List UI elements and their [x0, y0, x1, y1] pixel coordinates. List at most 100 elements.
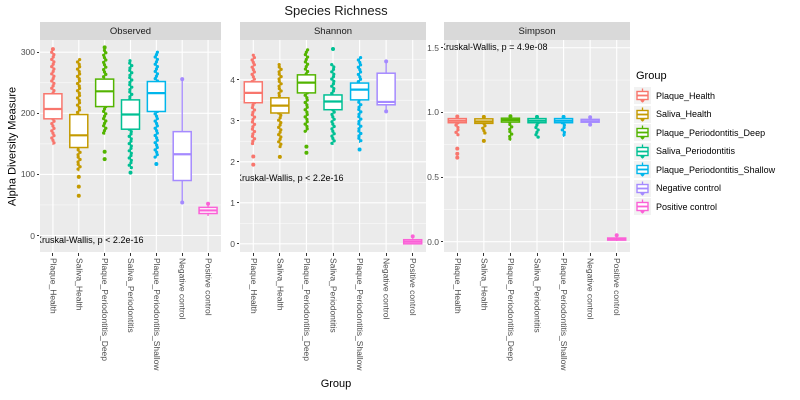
legend-item: Saliva_Health — [634, 105, 800, 123]
legend-title: Group — [636, 70, 667, 82]
kruskal-wallis-annotation: Kruskal-Wallis, p < 2.2e-16 — [40, 235, 144, 245]
y-tick-mark — [236, 202, 239, 204]
boxplot-saliva-periodontitis — [527, 114, 547, 139]
boxplot-negative-control — [580, 115, 600, 127]
x-tick-label: Plaque_Health — [452, 258, 463, 314]
panel-canvas-shannon — [240, 40, 426, 252]
legend-item: Positive control — [634, 198, 800, 215]
x-tick-mark — [181, 253, 183, 256]
x-tick-label: Negative control — [177, 258, 188, 320]
y-tick-mark — [36, 235, 39, 236]
facet-strip-shannon: Shannon — [240, 22, 426, 40]
legend-item-label: Plaque_Periodontitis_Deep — [656, 127, 766, 138]
x-tick-mark — [359, 253, 361, 256]
y-tick-mark — [440, 241, 443, 243]
boxplot-plaque-health — [243, 53, 264, 167]
y-tick-mark — [440, 47, 443, 49]
y-tick-label: 0 — [30, 230, 35, 241]
x-tick-label: Plaque_Health — [48, 258, 59, 314]
facet-label: Observed — [109, 25, 152, 37]
boxplot-positive-control — [402, 234, 423, 245]
x-tick-mark — [305, 253, 307, 256]
y-axis-title: Alpha Diversity Measure — [6, 86, 19, 207]
x-tick-label: Plaque_Periodontitis_Deep — [301, 258, 312, 362]
facet-panel-shannon: Kruskal-Wallis, p < 2.2e-16 — [240, 40, 426, 252]
legend-items: Plaque_Health Saliva_Health Plaque_Periodo… — [634, 87, 800, 215]
x-tick-mark — [483, 253, 485, 256]
boxplot-negative-control — [172, 77, 192, 205]
kruskal-wallis-annotation: Kruskal-Wallis, p < 2.2e-16 — [240, 173, 344, 183]
y-tick-mark — [236, 120, 239, 122]
y-tick-mark — [36, 51, 39, 53]
x-tick-label: Saliva_Health — [74, 258, 85, 311]
boxplot-plaque-health — [447, 114, 468, 160]
y-tick-label: 200 — [20, 108, 35, 119]
boxplot-saliva-health — [69, 57, 89, 198]
boxplot-plaque-periodontitis-shallow — [553, 114, 574, 137]
legend-item: Plaque_Periodontitis_Shallow — [634, 161, 800, 178]
legend-item: Plaque_Periodontitis_Deep — [634, 124, 800, 141]
boxplot-plaque-periodontitis-deep — [94, 45, 115, 162]
x-tick-label: Positive control — [408, 258, 419, 316]
legend-item-label: Saliva_Periodontitis — [656, 146, 736, 156]
boxplot-plaque-periodontitis-deep — [500, 114, 521, 141]
x-tick-label: Plaque_Periodontitis_Shallow — [151, 258, 162, 371]
boxplot-plaque-periodontitis-shallow — [146, 50, 167, 167]
boxplot-positive-control — [198, 201, 218, 216]
x-tick-label: Plaque_Periodontitis_Deep — [505, 258, 516, 362]
y-tick-label: 0.5 — [427, 172, 439, 183]
legend-item-label: Plaque_Periodontitis_Shallow — [656, 164, 776, 175]
boxplot-plaque-health — [43, 47, 63, 146]
x-tick-label: Saliva_Periodontitis — [532, 258, 543, 333]
x-tick-mark — [563, 253, 565, 256]
facet-label: Shannon — [313, 25, 353, 37]
y-tick-label: 2 — [230, 156, 235, 167]
y-tick-label: 0.0 — [427, 236, 439, 247]
legend-item: Saliva_Periodontitis — [634, 142, 800, 160]
y-tick-label: 1.5 — [427, 42, 439, 53]
kruskal-wallis-annotation: Kruskal-Wallis, p = 4.9e-08 — [444, 42, 548, 52]
x-tick-mark — [616, 253, 618, 256]
x-tick-mark — [252, 253, 254, 256]
x-tick-mark — [412, 253, 414, 256]
boxplot-plaque-periodontitis-deep — [296, 48, 317, 155]
y-tick-label: 4 — [230, 74, 235, 85]
x-tick-mark — [104, 253, 106, 256]
y-tick-mark — [36, 173, 39, 175]
x-tick-label: Positive control — [612, 258, 623, 316]
legend: Group Plaque_Health Saliva_Health Plaque_P… — [634, 70, 800, 217]
x-tick-mark — [130, 253, 131, 256]
x-tick-label: Negative control — [585, 258, 596, 320]
facet-panel-observed: Kruskal-Wallis, p < 2.2e-16 — [40, 40, 221, 252]
facet-label: Simpson — [518, 25, 556, 37]
x-tick-mark — [52, 253, 54, 256]
y-tick-label: 1.0 — [427, 107, 439, 118]
x-tick-mark — [589, 253, 591, 256]
x-tick-label: Negative control — [381, 258, 392, 320]
x-axis-title: Group — [320, 378, 352, 390]
boxplot-saliva-health — [270, 63, 290, 159]
x-tick-mark — [279, 253, 281, 256]
x-tick-label: Plaque_Periodontitis_Shallow — [355, 258, 366, 371]
y-tick-label: 1 — [230, 197, 235, 208]
legend-item-label: Negative control — [656, 183, 722, 193]
y-tick-label: 3 — [230, 115, 235, 126]
legend-item-label: Saliva_Health — [656, 109, 712, 119]
legend-item-label: Positive control — [656, 201, 718, 212]
boxplot-saliva-periodontitis — [120, 59, 141, 175]
boxplot-key-icon — [634, 124, 651, 141]
boxplot-plaque-periodontitis-shallow — [349, 56, 370, 152]
y-tick-label: 300 — [20, 47, 35, 58]
boxplot-key-icon — [634, 87, 651, 104]
x-tick-label: Saliva_Health — [275, 258, 286, 311]
x-tick-label: Saliva_Health — [479, 258, 490, 311]
y-tick-label: 100 — [20, 169, 35, 180]
boxplot-key-icon — [634, 198, 651, 215]
x-tick-label: Positive control — [203, 258, 214, 316]
legend-item-label: Plaque_Health — [656, 90, 716, 101]
x-tick-mark — [207, 253, 209, 256]
panel-canvas-observed — [40, 40, 221, 252]
y-tick-mark — [236, 79, 239, 81]
boxplot-key-icon — [634, 179, 651, 197]
